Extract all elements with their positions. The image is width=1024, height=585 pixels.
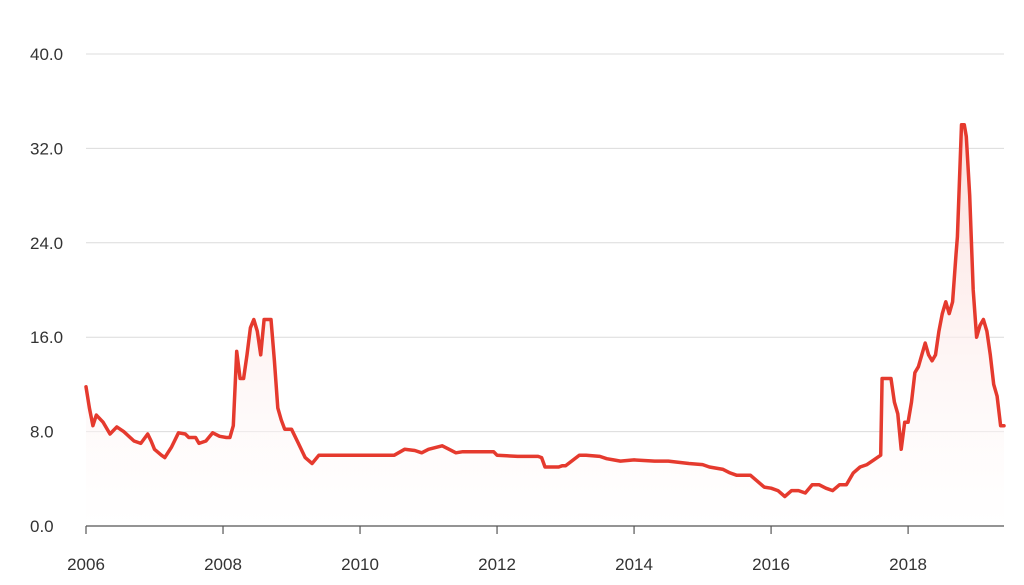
x-tick-label: 2018 (889, 555, 927, 574)
y-tick-label: 40.0 (30, 45, 63, 64)
x-axis: 2006 2008 2010 2012 2014 2016 2018 (67, 526, 927, 574)
x-tick-label: 2008 (204, 555, 242, 574)
series-line (84, 123, 1006, 499)
gridlines (86, 53, 1004, 433)
y-tick-label: 16.0 (30, 328, 63, 347)
y-tick-label: 8.0 (30, 423, 54, 442)
x-tick-label: 2016 (752, 555, 790, 574)
area-fill (86, 124, 1004, 527)
y-tick-label: 32.0 (30, 139, 63, 158)
x-tick-label: 2012 (478, 555, 516, 574)
y-tick-label: 0.0 (30, 517, 54, 536)
y-tick-label: 24.0 (30, 234, 63, 253)
x-tick-label: 2014 (615, 555, 653, 574)
x-tick-label: 2010 (341, 555, 379, 574)
y-axis: 0.0 8.0 16.0 24.0 32.0 40.0 (30, 45, 63, 536)
x-tick-label: 2006 (67, 555, 105, 574)
